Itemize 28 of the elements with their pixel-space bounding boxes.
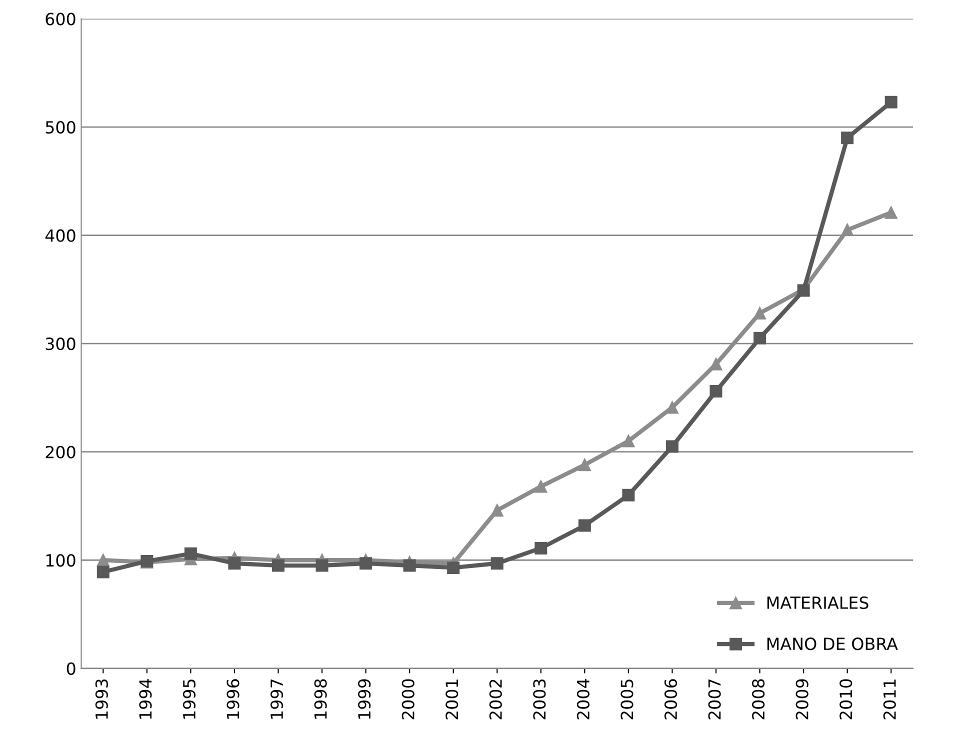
x-tick-label: 2007 bbox=[708, 680, 721, 720]
x-tick-label: 1999 bbox=[358, 679, 371, 719]
x-tick-label: 2008 bbox=[752, 679, 765, 720]
y-tick-label: 100 bbox=[46, 554, 76, 567]
y-tick-label: 300 bbox=[46, 338, 76, 350]
legend-label: MANO DE OBRA bbox=[767, 638, 898, 650]
x-tick-label: 2006 bbox=[664, 679, 678, 720]
x-tick-label: 1998 bbox=[314, 679, 327, 719]
x-tick-label: 2002 bbox=[489, 680, 502, 720]
x-tick-label: 1994 bbox=[139, 679, 152, 719]
y-tick-label: 600 bbox=[46, 12, 76, 26]
y-tick-label: 0 bbox=[66, 662, 76, 675]
y-tick-label: 200 bbox=[46, 446, 76, 458]
x-tick-label: 2001 bbox=[446, 680, 458, 720]
x-tick-label: 2010 bbox=[840, 679, 852, 720]
x-tick-label: 2011 bbox=[883, 680, 896, 720]
x-tick-label: 2004 bbox=[576, 679, 590, 720]
x-tick-label: 1997 bbox=[270, 680, 284, 719]
x-tick-label: 2005 bbox=[620, 680, 634, 720]
y-tick-label: 500 bbox=[46, 121, 76, 134]
x-tick-label: 1995 bbox=[182, 680, 196, 719]
legend-label: MATERIALES bbox=[767, 596, 868, 610]
x-tick-label: 1996 bbox=[226, 679, 240, 719]
x-tick-label: 2009 bbox=[796, 679, 808, 720]
x-tick-label: 2003 bbox=[533, 679, 546, 720]
x-tick-label: 2000 bbox=[402, 679, 414, 720]
y-tick-label: 400 bbox=[45, 229, 76, 242]
x-tick-label: 1993 bbox=[95, 679, 108, 719]
